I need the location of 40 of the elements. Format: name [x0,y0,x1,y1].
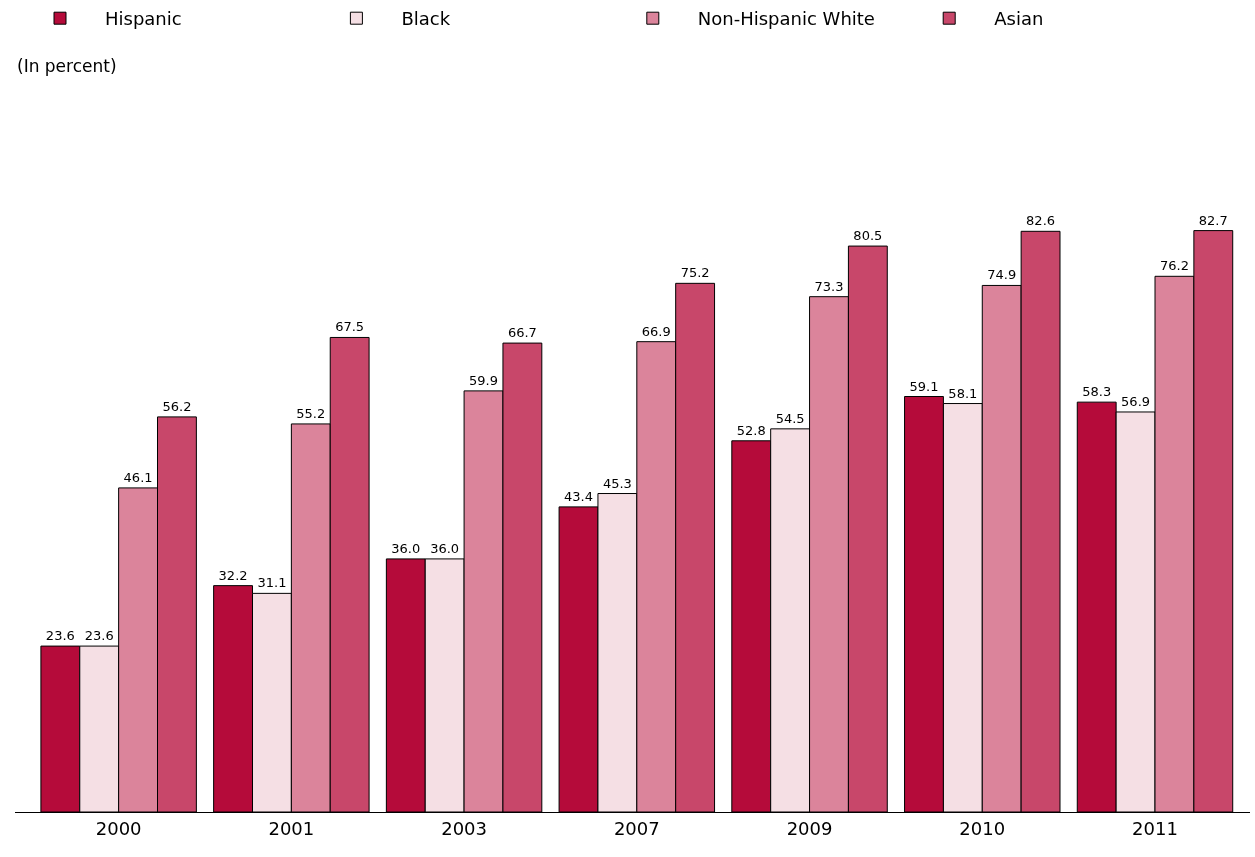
data-label: 76.2 [1159,258,1189,274]
data-label: 56.2 [162,398,192,414]
data-label: 59.9 [469,372,498,388]
data-label: 56.9 [1121,393,1151,409]
data-label: 73.3 [814,278,844,294]
data-label: 52.8 [736,422,766,438]
data-label: 54.5 [775,410,805,426]
data-label: 82.6 [1026,213,1056,229]
data-label: 58.3 [1082,384,1112,400]
text: (In percent) [17,56,117,76]
data-label: 23.6 [45,628,75,644]
data-label: 32.2 [218,567,248,583]
data-label: 55.2 [296,405,326,421]
data-label: 46.1 [123,469,153,485]
data-label: 74.9 [987,267,1017,283]
data-label: 43.4 [564,488,593,504]
legend-label: Black [401,8,451,30]
data-label: 23.6 [84,628,114,644]
data-label: 45.3 [602,475,632,491]
data-label: 82.7 [1198,212,1228,228]
data-label: 58.1 [948,385,978,401]
data-label: 59.1 [909,378,939,394]
data-label: 67.5 [335,319,365,335]
data-label: 80.5 [853,228,883,244]
x-tick-label: 2009 [786,817,833,839]
legend-label: Hispanic [105,8,182,30]
data-label: 66.9 [641,323,671,339]
x-tick-label: 2007 [613,817,660,839]
data-label: 75.2 [680,265,710,281]
x-tick-label: 2003 [441,817,487,839]
data-label: 31.1 [257,575,287,591]
x-tick-label: 2010 [959,817,1006,839]
data-label: 36.0 [391,540,421,556]
legend-label: Asian [994,8,1044,30]
data-label: 66.7 [507,325,537,341]
x-tick-label: 2011 [1132,817,1178,839]
x-tick-label: 2001 [268,817,315,839]
data-label: 36.0 [430,540,460,556]
x-tick-label: 2000 [95,817,142,839]
legend-label: Non-Hispanic White [697,8,875,30]
